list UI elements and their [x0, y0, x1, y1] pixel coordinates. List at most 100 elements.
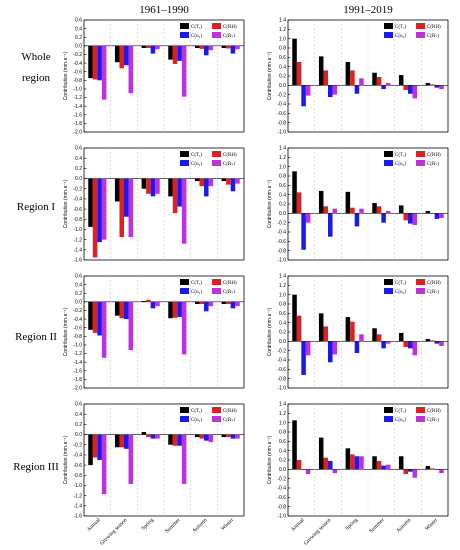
bar-RH-summer — [172, 178, 178, 214]
y-tick-label: -0.6 — [73, 463, 82, 469]
bar-T-autumn — [398, 75, 404, 86]
bar-u2-growing-season — [124, 45, 129, 66]
y-tick-label: 0.8 — [279, 302, 286, 308]
y-tick-label: -0.8 — [277, 504, 286, 510]
category-label-autumn: Autumn — [191, 517, 208, 534]
legend-label-T: C(Tₐ) — [395, 25, 406, 30]
legend-label-RH: C(RH) — [427, 25, 441, 30]
y-tick-label: 1.2 — [279, 411, 286, 417]
bar-RH-growing-season — [119, 178, 124, 238]
y-tick-label: 0.0 — [279, 339, 286, 345]
bar-RH-spring — [146, 45, 151, 48]
y-tick-label: 0.2 — [279, 202, 286, 208]
bar-u2-growing-season — [328, 85, 333, 97]
legend-label-T: C(Tₐ) — [191, 153, 202, 158]
bar-u2-summer — [177, 45, 182, 61]
legend-label-Rs: C(Rₛ) — [427, 418, 439, 423]
bar-u2-spring — [150, 178, 156, 197]
y-tick-label: -0.8 — [73, 473, 82, 479]
legend-label-RH: C(RH) — [223, 153, 237, 158]
bar-u2-autumn — [408, 85, 413, 94]
bar-u2-autumn — [408, 341, 413, 349]
bar-RH-annual — [296, 62, 302, 86]
bar-RH-summer — [172, 301, 178, 318]
legend-label-Rs: C(Rₛ) — [223, 418, 235, 423]
y-tick-label: -0.2 — [73, 52, 82, 58]
y-tick-label: 0.4 — [75, 412, 82, 418]
bar-RH-winter — [226, 301, 231, 304]
y-tick-label: 1.0 — [279, 292, 286, 298]
legend-label-RH: C(RH) — [223, 281, 237, 286]
legend-swatch-T — [180, 279, 189, 285]
bar-u2-summer — [177, 301, 182, 317]
category-label-spring: Spring — [140, 517, 155, 532]
y-tick-label: -1.6 — [73, 514, 82, 520]
bar-RH-autumn — [199, 178, 204, 187]
y-tick-label: -1.0 — [73, 227, 82, 233]
legend-label-T: C(Tₐ) — [395, 409, 406, 414]
y-tick-label: 0.4 — [279, 320, 286, 326]
category-label-winter: Winter — [220, 517, 235, 532]
bar-Rs-spring — [155, 434, 160, 439]
legend-label-T: C(Tₐ) — [191, 409, 202, 414]
y-tick-label: -1.8 — [73, 377, 82, 383]
legend-swatch-Rs — [416, 288, 425, 294]
bar-u2-annual — [97, 178, 102, 243]
bar-T-growing-season — [114, 434, 120, 448]
y-tick-label: 0.6 — [75, 274, 82, 280]
bar-Rs-annual — [305, 341, 311, 356]
bar-T-winter — [221, 434, 227, 438]
category-label-summer: Summer — [368, 517, 386, 535]
column-header-1961-1990: 1961–1990 — [139, 4, 189, 16]
panel-whole-region-1991-2019: -1.0 -0.8 -0.6 -0.4 -0.2 0.0 0.2 0.4 0.6 0.8 1.0 1.… — [267, 18, 449, 136]
bar-Rs-growing-season — [332, 469, 338, 474]
bar-RH-spring — [350, 70, 355, 86]
y-axis-label: Contribution (mm·a⁻¹) — [267, 307, 273, 356]
y-tick-label: 0.2 — [75, 422, 82, 428]
bar-RH-winter — [430, 340, 435, 342]
bar-Rs-winter — [235, 178, 240, 184]
bar-u2-growing-season — [328, 341, 333, 363]
y-tick-label: -1.2 — [73, 351, 82, 357]
bar-u2-winter — [434, 85, 440, 88]
bar-Rs-autumn — [412, 213, 418, 225]
bar-RH-summer — [376, 460, 382, 470]
bar-u2-growing-season — [328, 460, 333, 470]
y-tick-label: 0.0 — [75, 300, 82, 306]
y-tick-label: 1.0 — [279, 420, 286, 426]
y-tick-label: 1.4 — [279, 18, 286, 24]
bar-Rs-summer — [181, 301, 187, 355]
y-tick-label: -0.8 — [277, 248, 286, 254]
bar-T-growing-season — [114, 45, 120, 63]
bar-RH-summer — [172, 45, 178, 64]
bar-u2-autumn — [408, 213, 413, 224]
y-tick-label: 1.0 — [279, 164, 286, 170]
legend-label-T: C(Tₐ) — [395, 153, 406, 158]
bar-u2-winter — [434, 341, 440, 344]
panel-region-i-1991-2019: -1.0 -0.8 -0.6 -0.4 -0.2 0.0 0.2 0.4 0.6 0.8 1.0 1.… — [267, 146, 449, 264]
bar-T-autumn — [398, 205, 404, 214]
y-tick-label: 0.2 — [279, 74, 286, 80]
y-axis-label: Contribution (mm·a⁻¹) — [267, 179, 273, 228]
y-tick-label: 0.6 — [75, 402, 82, 408]
legend-swatch-u2 — [384, 288, 393, 294]
bar-T-spring — [345, 317, 351, 342]
y-tick-label: -1.0 — [277, 130, 286, 136]
bar-Rs-autumn — [412, 469, 418, 478]
bar-T-annual — [88, 45, 93, 79]
bar-Rs-annual — [101, 434, 107, 495]
legend-label-u2: C(u₂) — [191, 162, 202, 167]
y-tick-label: -0.4 — [277, 358, 286, 364]
bar-RH-growing-season — [323, 206, 328, 214]
legend-swatch-T — [384, 23, 393, 29]
y-axis-label: Contribution (mm·a⁻¹) — [63, 179, 69, 228]
bar-Rs-autumn — [208, 45, 214, 51]
bar-u2-spring — [354, 213, 360, 227]
bar-T-summer — [168, 45, 173, 60]
bar-T-growing-season — [318, 437, 324, 470]
bar-RH-growing-season — [119, 434, 124, 448]
bar-RH-annual — [92, 434, 98, 458]
bar-T-summer — [168, 301, 173, 319]
bar-RH-autumn — [403, 341, 408, 347]
bar-T-growing-season — [318, 313, 324, 342]
